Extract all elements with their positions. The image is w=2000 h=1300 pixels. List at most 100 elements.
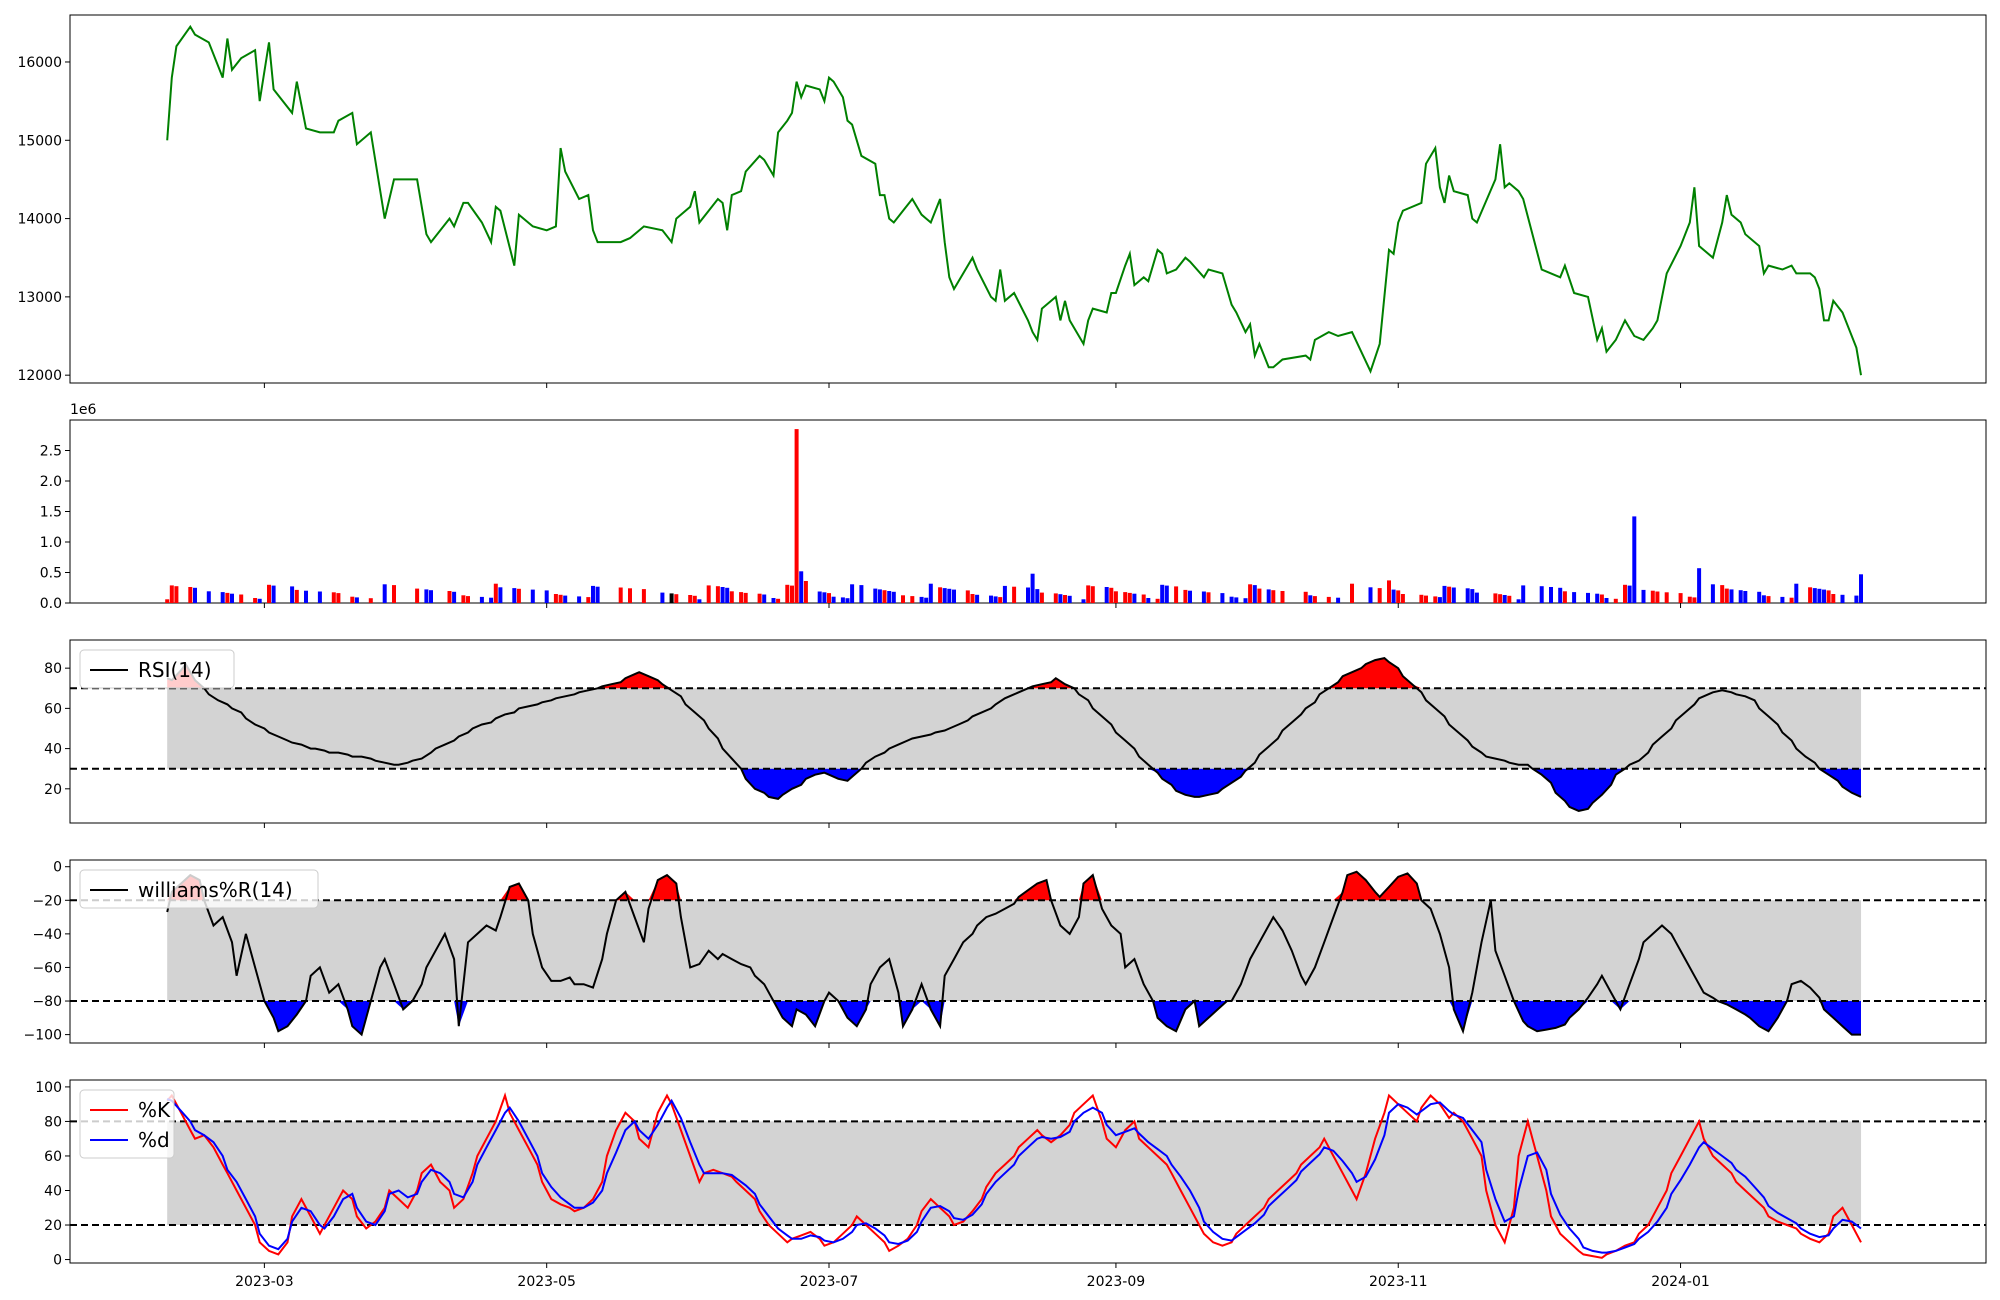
y-tick-label-stochastic: 40 <box>44 1183 62 1199</box>
volume-bar <box>785 584 790 603</box>
volume-bar <box>952 589 956 603</box>
y-tick-label-price: 14000 <box>17 212 62 228</box>
volume-bar <box>817 591 822 603</box>
y-tick-label-price: 15000 <box>17 133 62 149</box>
volume-bar <box>887 591 892 603</box>
volume-bar <box>1387 580 1391 603</box>
volume-bar <box>1266 589 1271 603</box>
volume-bar <box>669 593 674 603</box>
volume-bar <box>1507 595 1512 603</box>
volume-bar <box>845 598 850 603</box>
volume-bar <box>267 584 271 603</box>
volume-bar <box>628 588 632 603</box>
volume-bar <box>512 588 517 603</box>
volume-bar <box>901 595 905 603</box>
volume-bar <box>1437 597 1442 603</box>
volume-bar <box>577 596 582 603</box>
volume-bar <box>1650 590 1655 603</box>
volume-bar <box>1692 597 1697 603</box>
volume-bar <box>891 591 896 603</box>
volume-bar <box>928 583 933 603</box>
volume-bar <box>970 594 975 603</box>
volume-bar <box>1757 591 1762 603</box>
volume-bar <box>1174 586 1179 603</box>
y-tick-label-stochastic: 20 <box>44 1218 62 1234</box>
x-tick-label: 2024-01 <box>1651 1274 1710 1290</box>
volume-bar <box>271 585 276 603</box>
volume-bar <box>1613 598 1618 603</box>
volume-bar <box>415 588 420 603</box>
volume-bar <box>1312 596 1317 603</box>
y-tick-label-rsi: 80 <box>44 661 62 677</box>
series-line-williams <box>166 870 1861 1037</box>
volume-bar <box>239 594 244 603</box>
volume-bar <box>317 591 322 603</box>
volume-bar <box>1086 585 1091 603</box>
volume-bar <box>489 597 494 603</box>
volume-bar <box>1123 592 1128 603</box>
volume-bar <box>1493 593 1498 603</box>
volume-bar <box>1572 592 1577 603</box>
threshold-band <box>167 1121 1862 1226</box>
volume-bar <box>461 595 466 603</box>
volume-bar <box>947 588 952 603</box>
x-tick-label: 2023-11 <box>1369 1274 1428 1290</box>
volume-bar <box>165 599 170 603</box>
legend-label: %K <box>138 1098 171 1122</box>
volume-bar <box>877 589 882 603</box>
volume-bar <box>1234 597 1239 603</box>
volume-bar <box>452 591 457 603</box>
x-tick-label: 2023-07 <box>800 1274 859 1290</box>
volume-bar <box>1377 588 1382 603</box>
volume-bar <box>1063 595 1067 603</box>
volume-bar <box>530 589 535 603</box>
volume-bar <box>1442 585 1447 603</box>
volume-bar <box>1789 597 1794 603</box>
price-line <box>166 24 1862 376</box>
volume-bar <box>368 598 373 603</box>
y-tick-label-stochastic: 80 <box>44 1114 62 1130</box>
panel-frame-price <box>69 14 1987 384</box>
volume-bar <box>498 587 503 603</box>
y-tick-label-volume: 2.5 <box>40 444 62 460</box>
y-tick-label-price: 16000 <box>17 55 62 71</box>
volume-bar <box>975 594 980 603</box>
volume-bar <box>1201 591 1206 603</box>
volume-bar <box>1308 595 1313 603</box>
volume-bar <box>206 591 211 603</box>
overbought-fill <box>167 871 1862 901</box>
volume-bar <box>1257 588 1262 603</box>
volume-bar <box>1350 583 1354 603</box>
volume-bar <box>660 592 665 603</box>
volume-bar <box>1761 595 1766 603</box>
y-tick-label-rsi: 60 <box>44 701 62 717</box>
volume-bar <box>1697 568 1702 603</box>
volume-bar <box>1132 593 1137 603</box>
panel-frame-williams <box>69 859 1987 1044</box>
volume-bar <box>1229 596 1234 603</box>
volume-bar <box>466 596 470 603</box>
x-tick-label: 2023-09 <box>1087 1274 1146 1290</box>
volume-bar <box>1058 594 1063 603</box>
volume-bar <box>290 586 295 603</box>
volume-bar <box>924 597 929 603</box>
volume-bar <box>1336 597 1341 603</box>
y-tick-label-williams: −20 <box>32 893 62 909</box>
volume-bar <box>1840 594 1845 603</box>
volume-bar <box>692 595 697 603</box>
volume-bar <box>1632 516 1637 603</box>
volume-bar <box>193 587 197 604</box>
volume-bar <box>1326 596 1331 603</box>
volume-bar <box>1780 596 1785 603</box>
volume-bar <box>1627 585 1632 603</box>
volume-bar <box>1012 586 1017 603</box>
volume-bar <box>392 585 396 603</box>
volume-bar <box>1586 592 1590 603</box>
volume-bar <box>1141 594 1146 603</box>
y-tick-label-rsi: 20 <box>44 782 62 798</box>
volume-bar <box>1451 587 1456 603</box>
volume-bar <box>965 590 970 603</box>
volume-bar <box>1766 596 1771 603</box>
volume-bar <box>304 590 308 603</box>
